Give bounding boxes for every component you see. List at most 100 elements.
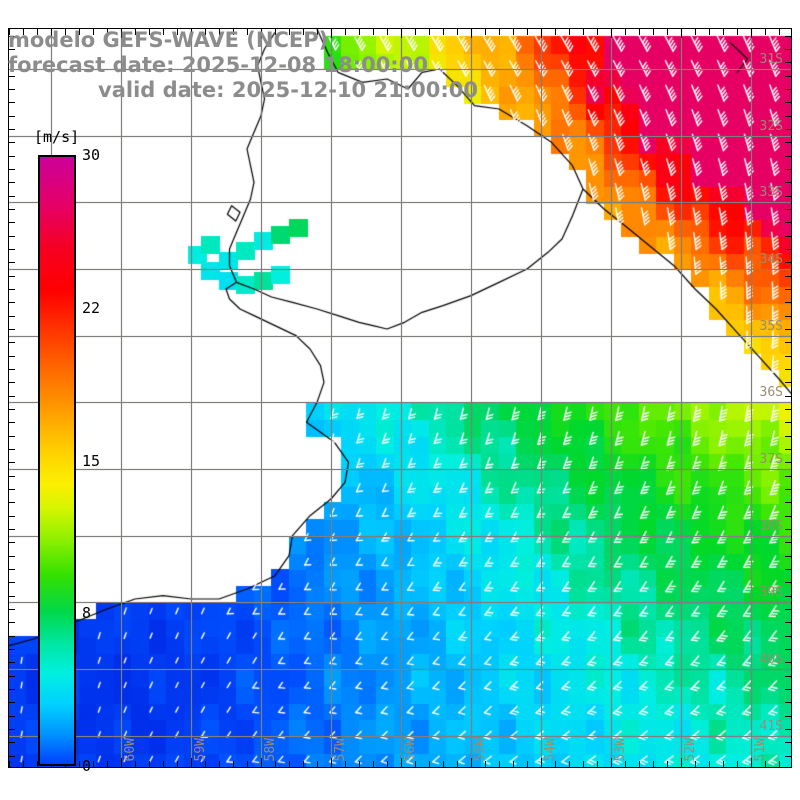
axis-tick — [247, 29, 248, 35]
axis-tick — [785, 436, 791, 437]
axis-tick — [9, 476, 15, 477]
axis-tick — [765, 761, 766, 767]
axis-tick — [9, 116, 15, 117]
axis-tick — [9, 569, 15, 570]
longitude-label: 52W — [683, 737, 698, 761]
longitude-label: 60W — [123, 737, 138, 761]
axis-tick — [785, 396, 791, 397]
graticule-parallel — [9, 536, 791, 537]
axis-tick — [289, 29, 290, 35]
axis-tick — [485, 29, 486, 35]
axis-tick — [785, 276, 791, 277]
axis-tick — [121, 29, 122, 38]
colorbar-unit-label: [m/s] — [34, 128, 80, 146]
axis-tick — [597, 29, 598, 35]
axis-tick — [275, 761, 276, 767]
latitude-label: 39S — [759, 585, 783, 600]
graticule-parallel — [9, 269, 791, 270]
axis-tick — [9, 409, 15, 410]
axis-tick — [9, 716, 15, 717]
axis-tick — [9, 529, 15, 530]
axis-tick — [513, 29, 514, 35]
axis-tick — [785, 329, 791, 330]
axis-tick — [177, 761, 178, 767]
axis-tick — [653, 29, 654, 35]
axis-tick — [499, 761, 500, 767]
axis-tick — [779, 29, 780, 35]
axis-tick — [785, 169, 791, 170]
axis-tick — [9, 196, 15, 197]
latitude-label: 34S — [759, 252, 783, 267]
axis-tick — [785, 369, 791, 370]
axis-tick — [9, 396, 15, 397]
axis-tick — [709, 29, 710, 35]
axis-tick — [785, 582, 791, 583]
axis-tick — [785, 502, 791, 503]
axis-tick — [9, 542, 15, 543]
axis-tick — [9, 62, 15, 63]
axis-tick — [709, 761, 710, 767]
axis-tick — [429, 761, 430, 767]
axis-tick — [597, 761, 598, 767]
latitude-label: 32S — [759, 119, 783, 134]
axis-tick — [785, 236, 791, 237]
graticule-meridian — [331, 29, 332, 767]
axis-tick — [317, 761, 318, 767]
axis-tick — [785, 569, 791, 570]
axis-tick — [9, 689, 15, 690]
axis-tick — [639, 761, 640, 767]
map-plot-frame: 61W60W59W58W57W56W55W54W53W52W51W 31S32S… — [8, 28, 792, 768]
axis-tick — [219, 761, 220, 767]
graticule-meridian — [261, 29, 262, 767]
axis-tick — [513, 761, 514, 767]
axis-tick — [9, 89, 15, 90]
axis-tick — [9, 729, 15, 730]
axis-tick — [331, 758, 332, 767]
axis-tick — [611, 758, 612, 767]
axis-tick — [9, 102, 15, 103]
latitude-label: 41S — [759, 719, 783, 734]
graticule-meridian — [611, 29, 612, 767]
axis-tick — [345, 761, 346, 767]
axis-tick — [785, 489, 791, 490]
axis-tick — [247, 761, 248, 767]
axis-tick — [121, 758, 122, 767]
axis-tick — [443, 29, 444, 35]
latitude-label: 38S — [759, 519, 783, 534]
axis-tick — [359, 29, 360, 35]
axis-tick — [695, 761, 696, 767]
axis-tick — [723, 29, 724, 35]
longitude-label: 53W — [613, 737, 628, 761]
graticule-meridian — [541, 29, 542, 767]
axis-tick — [387, 761, 388, 767]
axis-tick — [785, 76, 791, 77]
axis-tick — [303, 761, 304, 767]
axis-tick — [785, 516, 791, 517]
axis-tick — [9, 676, 15, 677]
graticule-parallel — [9, 736, 791, 737]
axis-tick — [9, 156, 15, 157]
longitude-label: 58W — [263, 737, 278, 761]
axis-tick — [401, 758, 402, 767]
axis-tick — [695, 29, 696, 35]
axis-tick — [785, 249, 791, 250]
graticule-meridian — [471, 29, 472, 767]
graticule-parallel — [9, 402, 791, 403]
axis-tick — [9, 636, 15, 637]
axis-tick — [611, 29, 612, 38]
axis-tick — [149, 761, 150, 767]
axis-tick — [9, 462, 15, 463]
axis-tick — [9, 742, 15, 743]
graticule-meridian — [751, 29, 752, 767]
axis-tick — [785, 142, 791, 143]
axis-tick — [9, 236, 15, 237]
axis-tick — [681, 29, 682, 38]
axis-tick — [219, 29, 220, 35]
axis-tick — [9, 169, 15, 170]
axis-tick — [93, 761, 94, 767]
axis-tick — [667, 29, 668, 35]
axis-tick — [205, 29, 206, 35]
axis-tick — [9, 422, 15, 423]
axis-tick — [785, 302, 791, 303]
